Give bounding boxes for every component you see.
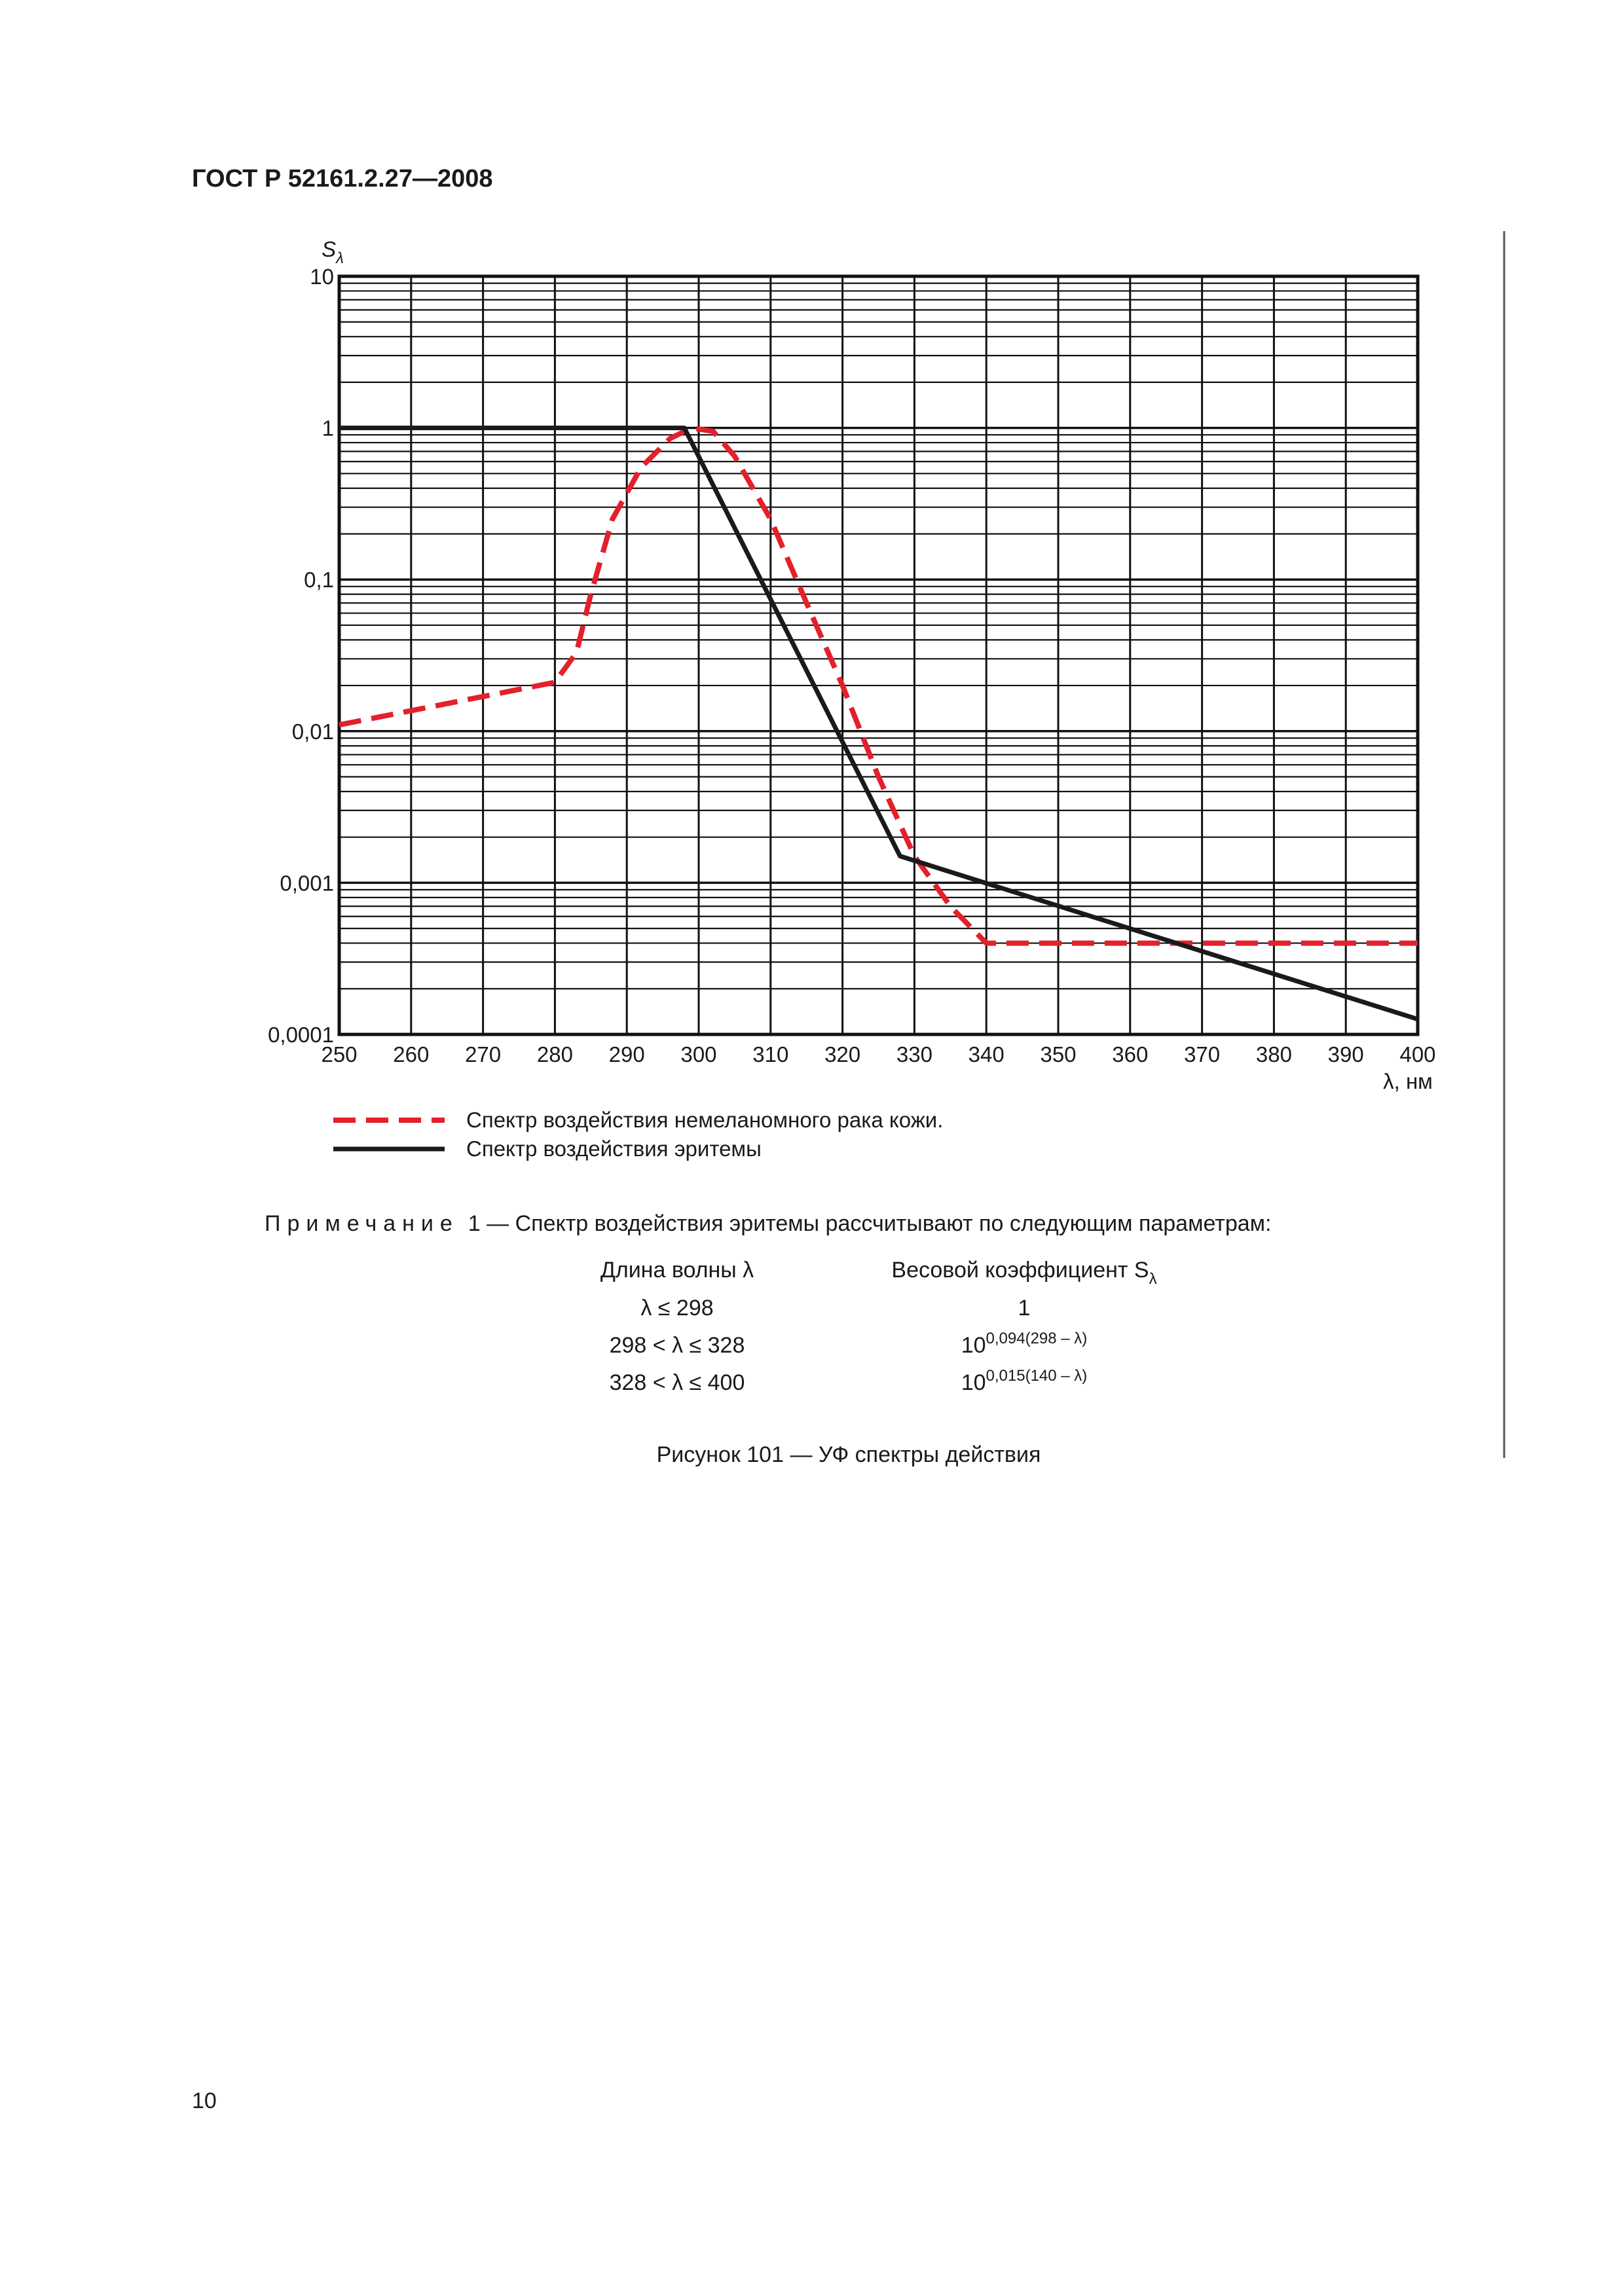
x-tick-label: 370 — [1184, 1042, 1220, 1066]
table-cell-base: 10 — [961, 1370, 986, 1395]
x-axis-label: λ, нм — [1383, 1069, 1433, 1093]
table-header-sub: λ — [1149, 1270, 1157, 1288]
x-tick-label: 300 — [680, 1042, 716, 1066]
table-cell: 1 — [1018, 1296, 1031, 1321]
legend-label: Спектр воздействия немеланомного рака ко… — [466, 1108, 943, 1132]
y-tick-label: 0,1 — [304, 568, 334, 592]
x-tick-label: 330 — [896, 1042, 932, 1066]
y-tick-label: 0,01 — [292, 720, 334, 744]
table-header: Весовой коэффициент Sλ — [891, 1258, 1156, 1288]
y-tick-label: 0,001 — [280, 871, 334, 895]
x-tick-label: 260 — [393, 1042, 429, 1066]
table-cell-text: 298 < λ ≤ 328 — [610, 1333, 745, 1358]
table-cell-text: 1 — [1018, 1296, 1031, 1321]
y-tick-label: 0,0001 — [268, 1023, 334, 1047]
y-tick-label: 10 — [310, 264, 334, 289]
y-tick-label: 1 — [322, 416, 334, 441]
table-cell-sup: 0,015(140 – λ) — [986, 1367, 1088, 1385]
table-cell-base: 10 — [961, 1333, 986, 1358]
plot-frame — [337, 274, 1420, 1036]
table-cell-sup: 0,094(298 – λ) — [986, 1330, 1088, 1347]
table-cell: 298 < λ ≤ 328 — [610, 1333, 745, 1358]
x-tick-label: 310 — [752, 1042, 788, 1066]
y-axis-label-sub: λ — [335, 249, 344, 267]
note-text: 1 — Спектр воздействия эритемы рассчитыв… — [468, 1211, 1272, 1236]
y-axis-label: Sλ — [322, 237, 344, 267]
x-tick-label: 320 — [824, 1042, 860, 1066]
x-tick-label: 350 — [1040, 1042, 1076, 1066]
x-tick-label: 280 — [537, 1042, 573, 1066]
header-title: ГОСТ Р 52161.2.27—2008 — [192, 165, 493, 192]
table-cell: λ ≤ 298 — [640, 1296, 713, 1321]
table-cell: 328 < λ ≤ 400 — [610, 1370, 745, 1395]
x-tick-label: 390 — [1328, 1042, 1364, 1066]
table-cell: 100,094(298 – λ) — [961, 1330, 1088, 1358]
x-tick-label: 360 — [1112, 1042, 1148, 1066]
y-axis-label-text: S — [322, 237, 336, 261]
page-number: 10 — [192, 2088, 217, 2113]
x-tick-label: 270 — [465, 1042, 501, 1066]
caption: Рисунок 101 — УФ спектры действия — [657, 1442, 1041, 1467]
x-tick-label: 380 — [1256, 1042, 1292, 1066]
legend-label: Спектр воздействия эритемы — [466, 1137, 762, 1161]
table-cell-text: 328 < λ ≤ 400 — [610, 1370, 745, 1395]
table-header-text: Длина волны λ — [600, 1258, 754, 1283]
table-cell: 100,015(140 – λ) — [961, 1367, 1088, 1395]
table-cell-text: λ ≤ 298 — [640, 1296, 713, 1321]
data-line — [339, 426, 1419, 1022]
x-tick-label: 250 — [321, 1042, 357, 1066]
table-header: Длина волны λ — [600, 1258, 754, 1283]
x-tick-label: 340 — [969, 1042, 1005, 1066]
x-tick-label: 290 — [609, 1042, 645, 1066]
x-tick-label: 400 — [1399, 1042, 1435, 1066]
table-header-text: Весовой коэффициент S — [891, 1258, 1149, 1283]
note: Примечание 1 — Спектр воздействия эритемы… — [265, 1211, 1271, 1236]
note-label: Примечание — [265, 1211, 459, 1236]
